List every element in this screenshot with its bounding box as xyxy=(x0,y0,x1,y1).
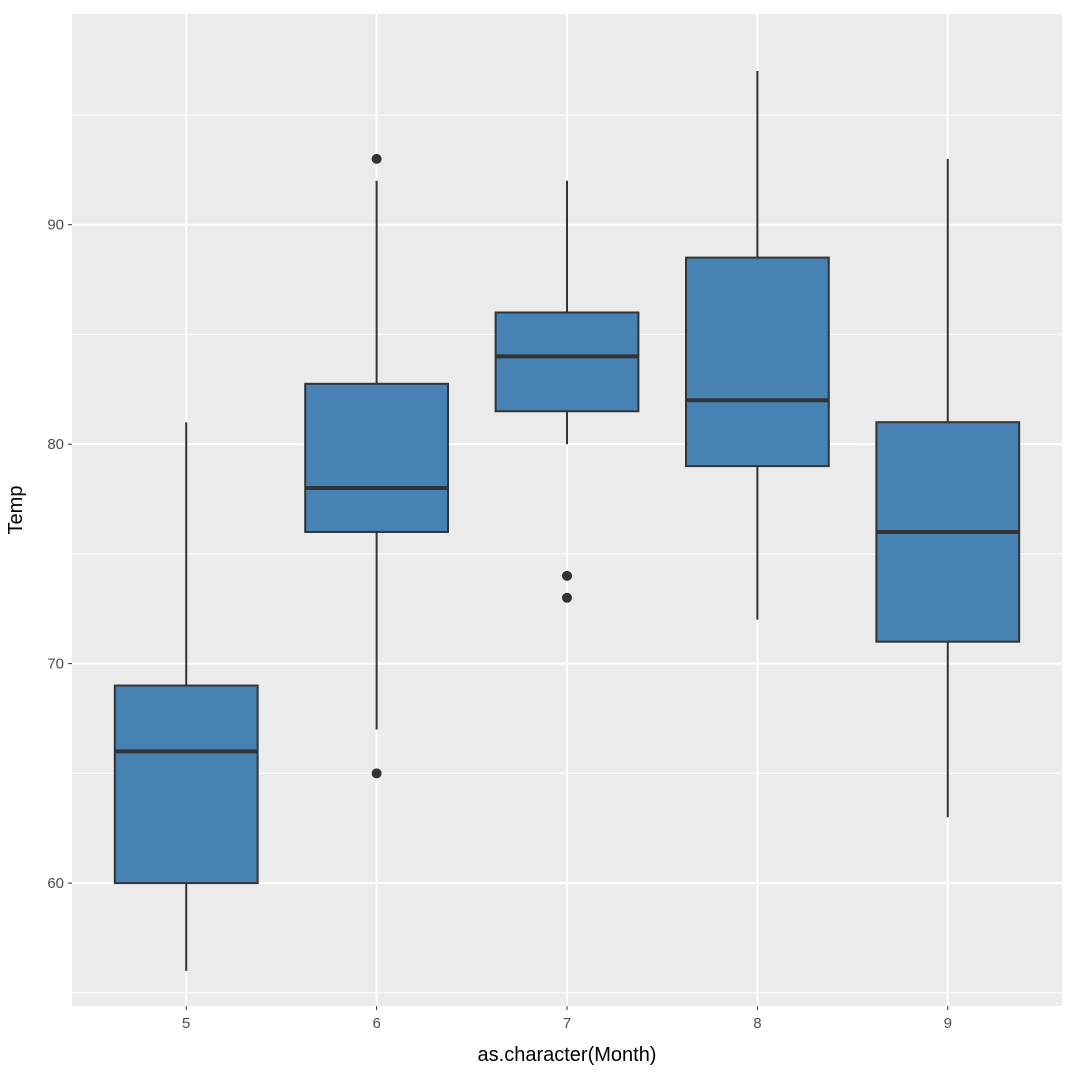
y-axis: 60 70 80 90 xyxy=(47,217,72,892)
box-month-6 xyxy=(304,153,450,779)
x-tick-label: 5 xyxy=(182,1015,190,1032)
y-tick-label: 90 xyxy=(47,217,64,234)
box-iqr xyxy=(113,684,259,885)
x-tick-label: 9 xyxy=(944,1015,952,1032)
outlier-point xyxy=(371,153,382,164)
outlier-point xyxy=(562,592,572,603)
x-axis-title: as.character(Month) xyxy=(478,1044,657,1066)
y-tick-label: 70 xyxy=(47,656,64,673)
x-axis: 5 6 7 8 9 xyxy=(182,1006,952,1032)
box-iqr xyxy=(494,311,640,413)
y-tick-label: 80 xyxy=(47,436,64,453)
outlier-point xyxy=(562,570,572,581)
box-month-8 xyxy=(684,71,830,620)
x-tick-label: 8 xyxy=(753,1015,761,1032)
box-iqr xyxy=(304,382,450,533)
x-tick-label: 6 xyxy=(372,1015,380,1032)
box-series xyxy=(113,71,1021,971)
box-month-5 xyxy=(113,422,259,971)
box-month-9 xyxy=(875,158,1021,818)
box-iqr xyxy=(684,256,830,468)
box-month-7 xyxy=(494,180,640,603)
y-axis-title: Temp xyxy=(5,486,27,535)
outlier-point xyxy=(371,768,382,779)
y-tick-label: 60 xyxy=(47,875,64,892)
x-tick-label: 7 xyxy=(563,1015,571,1032)
